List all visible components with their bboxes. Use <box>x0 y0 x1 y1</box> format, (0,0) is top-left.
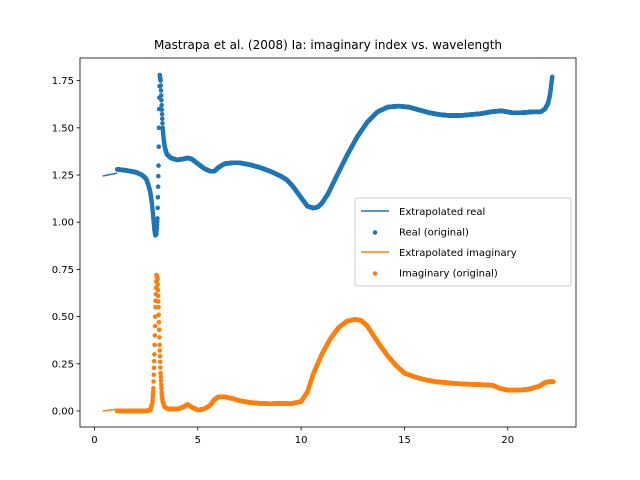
data-point <box>152 323 158 329</box>
data-point <box>158 370 163 376</box>
x-tick-label: 0 <box>91 435 97 446</box>
data-point <box>157 348 163 353</box>
data-point <box>155 293 161 299</box>
y-tick-label: 0.25 <box>52 359 74 370</box>
legend-entry: Extrapolated imaginary <box>361 248 517 259</box>
data-point <box>156 173 161 179</box>
data-point <box>156 319 162 325</box>
series-line <box>102 408 118 412</box>
y-tick-label: 0.00 <box>52 406 74 417</box>
data-point <box>158 374 164 380</box>
data-point <box>152 314 158 319</box>
axes: 0 5 10 15 20 0.00 0.25 0.50 0.75 1.00 1.25 1.50 1.75 <box>52 57 577 446</box>
data-point <box>157 353 163 359</box>
data-point <box>158 378 164 384</box>
data-point <box>155 195 161 200</box>
data-point <box>159 111 165 117</box>
data-point <box>156 144 162 150</box>
data-point <box>152 333 158 338</box>
series-extrapolated-real <box>102 172 118 177</box>
data-point <box>157 342 162 348</box>
data-point <box>158 78 163 83</box>
y-tick-label: 1.00 <box>52 218 74 229</box>
x-tick-label: 15 <box>398 435 411 446</box>
series-extrapolated-imaginary <box>102 408 118 412</box>
data-point <box>160 121 165 126</box>
legend-label: Extrapolated real <box>399 207 485 218</box>
data-point <box>155 276 160 282</box>
data-point <box>158 83 164 88</box>
y-tick-label: 1.75 <box>52 76 74 87</box>
data-point <box>151 379 156 384</box>
data-point <box>151 358 157 364</box>
axes-frame <box>79 57 577 428</box>
data-point <box>158 382 164 387</box>
legend-box <box>354 197 572 287</box>
legend-marker-swatch <box>372 271 378 276</box>
data-point <box>152 352 157 357</box>
plot-area <box>102 72 556 414</box>
data-point <box>155 205 161 211</box>
legend: Extrapolated real Real (original) Extrapol… <box>354 197 572 287</box>
data-point <box>158 93 164 98</box>
y-tick-label: 1.50 <box>52 123 74 134</box>
y-tick-label: 1.25 <box>52 171 74 182</box>
series-imaginary-original <box>114 272 556 414</box>
series-line <box>102 172 118 177</box>
data-point <box>156 304 161 310</box>
data-point <box>156 299 161 304</box>
x-tick-label: 5 <box>195 435 201 446</box>
data-point <box>156 163 161 168</box>
legend-marker-swatch <box>372 230 378 235</box>
legend-label: Imaginary (original) <box>399 269 498 280</box>
data-point <box>155 184 161 190</box>
data-point <box>155 282 161 287</box>
data-point <box>157 335 162 340</box>
data-point <box>159 116 165 122</box>
data-point <box>550 379 556 385</box>
data-point <box>151 386 156 391</box>
data-point <box>152 342 157 348</box>
data-point <box>156 312 162 318</box>
legend-label: Extrapolated imaginary <box>399 248 517 259</box>
legend-entry: Real (original) <box>372 228 469 239</box>
y-tick-label: 0.75 <box>52 265 74 276</box>
data-point <box>158 365 163 370</box>
data-point <box>151 372 157 378</box>
data-point <box>156 125 162 131</box>
data-point <box>159 386 164 391</box>
x-tick-label: 20 <box>501 435 514 446</box>
data-point <box>156 327 162 333</box>
data-point <box>159 97 164 103</box>
y-tick-label: 0.50 <box>52 312 74 323</box>
data-point <box>155 216 160 221</box>
legend-entry: Imaginary (original) <box>372 269 498 280</box>
data-point <box>159 107 165 113</box>
data-point <box>159 102 164 108</box>
series-real-original <box>114 72 555 238</box>
x-tick-label: 10 <box>295 435 308 446</box>
chart-title: Mastrapa et al. (2008) Ia: imaginary ind… <box>154 38 502 52</box>
data-point <box>549 74 555 80</box>
data-point <box>158 88 164 93</box>
legend-entry: Extrapolated real <box>361 207 485 218</box>
data-point <box>155 287 161 293</box>
data-point <box>157 359 163 365</box>
data-point <box>151 365 157 371</box>
legend-label: Real (original) <box>399 228 469 239</box>
